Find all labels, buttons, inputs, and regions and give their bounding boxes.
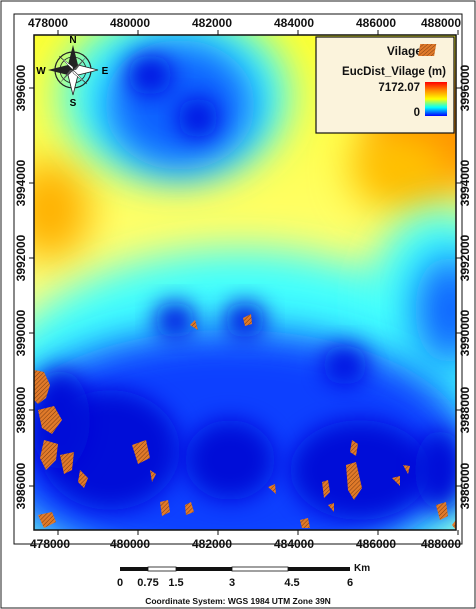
village-polygon (328, 503, 334, 512)
y-tick-left-1: 3994000 (14, 159, 28, 206)
east-label: E (102, 66, 109, 77)
legend-raster-title: EucDist_Vilage (m) (342, 66, 446, 78)
y-tick-right-5: 3986000 (458, 462, 472, 509)
distance-raster (34, 35, 456, 530)
x-tick-bottom-1: 480000 (110, 537, 150, 551)
x-tick-bottom-4: 486000 (356, 537, 396, 551)
legend-min-value: 0 (414, 107, 420, 119)
village-polygons (34, 314, 456, 530)
x-tick-top-4: 486000 (356, 16, 396, 30)
x-tick-top-0: 478000 (28, 16, 68, 30)
y-tick-right-1: 3994000 (458, 159, 472, 206)
village-polygon (243, 314, 252, 326)
map-frame (33, 34, 457, 531)
village-polygon (132, 440, 150, 464)
tick-marks (29, 30, 461, 535)
y-tick-left-0: 3996000 (14, 64, 28, 111)
scale-label-4: 4.5 (284, 577, 299, 589)
village-polygon (452, 520, 456, 530)
x-tick-bottom-2: 482000 (192, 537, 232, 551)
y-tick-right-2: 3992000 (458, 234, 472, 281)
scale-bar: 0 0.75 1.5 3 4.5 6 Km (117, 563, 370, 589)
village-polygon (190, 320, 198, 330)
village-polygon (185, 502, 194, 515)
x-tick-bottom-5: 488000 (421, 537, 461, 551)
village-polygon (322, 480, 330, 498)
y-tick-left-2: 3992000 (14, 234, 28, 281)
x-tick-top-3: 484000 (274, 16, 314, 30)
scale-label-0: 0 (117, 577, 123, 589)
village-polygon (346, 462, 362, 500)
scale-label-3: 3 (229, 577, 235, 589)
color-ramp (425, 82, 447, 116)
village-polygon (392, 476, 400, 486)
village-polygon (78, 470, 88, 488)
x-tick-bottom-0: 478000 (30, 537, 70, 551)
x-tick-bottom-3: 484000 (274, 537, 314, 551)
y-tick-left-4: 3988000 (14, 386, 28, 433)
y-tick-right-0: 3996000 (458, 64, 472, 111)
neatline-frame (13, 13, 463, 545)
x-tick-top-5: 488000 (421, 16, 461, 30)
y-tick-right-3: 3990000 (458, 309, 472, 356)
village-polygon (403, 465, 410, 474)
legend: Vilage EucDist_Vilage (m) 7172.07 0 (315, 36, 455, 134)
village-polygon (150, 470, 156, 482)
village-polygon (38, 512, 56, 528)
legend-max-value: 7172.07 (378, 82, 420, 94)
x-tick-top-1: 480000 (110, 16, 150, 30)
south-label: S (70, 98, 77, 109)
west-label: W (36, 66, 46, 77)
village-polygon (350, 440, 358, 456)
village-polygon (268, 484, 276, 494)
x-tick-top-2: 482000 (192, 16, 232, 30)
y-tick-left-3: 3990000 (14, 309, 28, 356)
coordinate-system: Coordinate System: WGS 1984 UTM Zone 39N (145, 596, 331, 606)
village-polygon (34, 370, 50, 404)
legend-layer-label: Vilage (387, 44, 422, 58)
scale-unit: Km (354, 563, 370, 574)
north-label: N (69, 35, 76, 46)
scale-label-2: 1.5 (168, 577, 183, 589)
y-tick-right-4: 3988000 (458, 386, 472, 433)
village-polygon (40, 440, 58, 470)
scale-label-5: 6 (347, 577, 353, 589)
y-tick-left-5: 3986000 (14, 462, 28, 509)
scale-label-1: 0.75 (137, 577, 158, 589)
village-polygon (436, 502, 448, 520)
village-polygon (38, 406, 62, 434)
village-polygon (160, 500, 170, 516)
north-arrow: N S E W (36, 35, 108, 109)
village-polygon (60, 452, 74, 474)
village-swatch (418, 44, 437, 56)
village-polygon (300, 518, 310, 528)
